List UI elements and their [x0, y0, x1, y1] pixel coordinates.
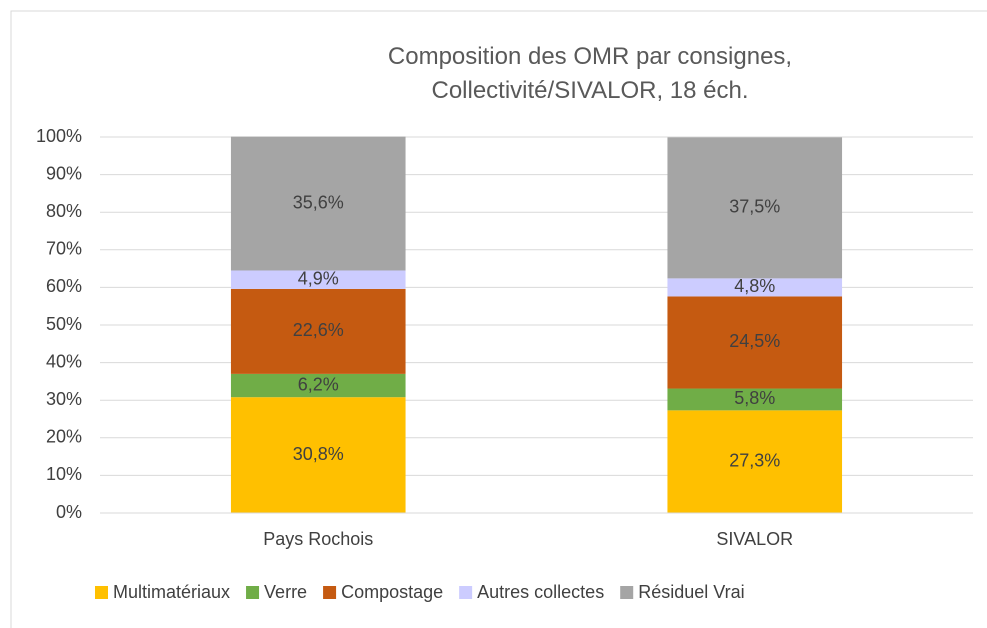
- bar-segment: [230, 270, 406, 289]
- legend-swatch: [95, 586, 108, 599]
- y-tick-label: 70%: [46, 239, 82, 259]
- y-tick-label: 50%: [46, 314, 82, 334]
- bar-segment: [667, 278, 843, 297]
- y-tick-label: 100%: [36, 126, 82, 146]
- chart-title: Composition des OMR par consignes, Colle…: [387, 43, 793, 104]
- data-label: 5,8%: [734, 388, 775, 408]
- data-label: 24,5%: [729, 331, 780, 351]
- legend-label: Résiduel Vrai: [638, 582, 744, 602]
- legend-swatch: [620, 586, 634, 599]
- legend-swatch: [246, 586, 260, 599]
- data-label: 6,2%: [298, 374, 339, 394]
- data-label: 22,6%: [293, 320, 344, 340]
- bar-segment: [667, 388, 843, 411]
- legend-label: Multimatériaux: [113, 582, 230, 602]
- data-label: 35,6%: [293, 192, 344, 212]
- x-tick-label: Pays Rochois: [263, 529, 373, 549]
- data-label: 27,3%: [729, 450, 780, 470]
- bar-segment: [230, 373, 406, 398]
- data-label: 4,8%: [734, 276, 775, 296]
- bar-segment: [230, 136, 406, 271]
- data-label: 37,5%: [729, 197, 780, 217]
- legend-label: Compostage: [341, 582, 443, 602]
- legend-label: Autres collectes: [477, 582, 604, 602]
- y-tick-label: 40%: [46, 351, 82, 371]
- bar-segment: [230, 288, 406, 374]
- legend-swatch: [459, 586, 473, 599]
- data-label: 4,9%: [298, 268, 339, 288]
- y-tick-label: 20%: [46, 427, 82, 447]
- x-tick-label: SIVALOR: [716, 529, 793, 549]
- bar-segment: [230, 397, 406, 513]
- legend-swatch: [323, 586, 337, 599]
- legend-label: Verre: [264, 582, 307, 602]
- y-tick-label: 30%: [46, 389, 82, 409]
- y-tick-label: 0%: [56, 502, 82, 522]
- bar-segment: [667, 296, 843, 389]
- bar-segment: [667, 137, 843, 279]
- bar-segment: [667, 410, 843, 513]
- y-tick-label: 90%: [46, 163, 82, 183]
- data-label: 30,8%: [293, 444, 344, 464]
- y-tick-label: 10%: [46, 464, 82, 484]
- chart-frame: [10, 10, 987, 628]
- y-tick-label: 60%: [46, 276, 82, 296]
- y-tick-label: 80%: [46, 201, 82, 221]
